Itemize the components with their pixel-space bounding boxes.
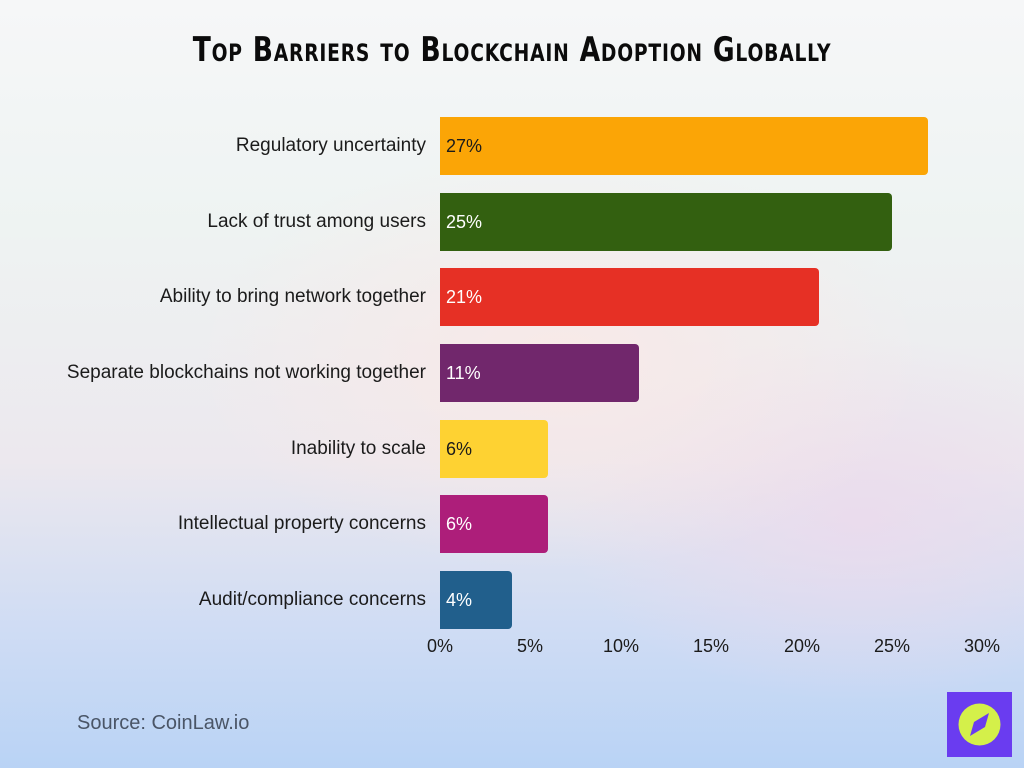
bar: 27% [440, 117, 928, 175]
x-tick-label: 5% [516, 636, 544, 656]
bar: 25% [440, 193, 892, 251]
bar-value-label: 6% [446, 439, 473, 459]
x-tick-label: 30% [963, 636, 1001, 656]
x-tick-label: 0% [426, 636, 454, 656]
bar-row: Lack of trust among users 25% [0, 193, 1024, 251]
compass-icon [958, 703, 1001, 746]
bar-row: Separate blockchains not working togethe… [0, 344, 1024, 402]
bar-row: Intellectual property concerns 6% [0, 495, 1024, 553]
category-label: Intellectual property concerns [177, 513, 426, 534]
category-label: Regulatory uncertainty [235, 135, 426, 156]
bar: 11% [440, 344, 639, 402]
bar-value-label: 6% [446, 514, 473, 534]
bar-value-label: 4% [446, 590, 473, 610]
bar-value-label: 25% [446, 212, 483, 232]
x-tick-label: 15% [692, 636, 730, 656]
bar-value-label: 27% [446, 136, 483, 156]
source-caption: Source: CoinLaw.io [77, 712, 250, 734]
x-tick-label: 10% [602, 636, 640, 656]
bar-row: Audit/compliance concerns 4% [0, 571, 1024, 629]
bar-value-label: 11% [446, 363, 481, 383]
category-label: Separate blockchains not working togethe… [66, 362, 426, 383]
brand-logo [947, 692, 1012, 757]
category-label: Lack of trust among users [207, 211, 426, 232]
bar-row: Inability to scale 6% [0, 420, 1024, 478]
bar: 6% [440, 420, 549, 478]
x-tick-label: 20% [783, 636, 821, 656]
category-label: Ability to bring network together [159, 286, 426, 307]
bar: 4% [440, 571, 513, 629]
category-label: Audit/compliance concerns [198, 589, 426, 610]
bar: 6% [440, 495, 549, 553]
bar: 21% [440, 268, 820, 326]
bar-value-label: 21% [446, 287, 483, 307]
bar-row: Ability to bring network together 21% [0, 268, 1024, 326]
bar-row: Regulatory uncertainty 27% [0, 117, 1024, 175]
category-label: Inability to scale [290, 438, 426, 459]
chart-title: Top Barriers to Blockchain Adoption Glob… [192, 30, 832, 70]
x-tick-label: 25% [873, 636, 911, 656]
